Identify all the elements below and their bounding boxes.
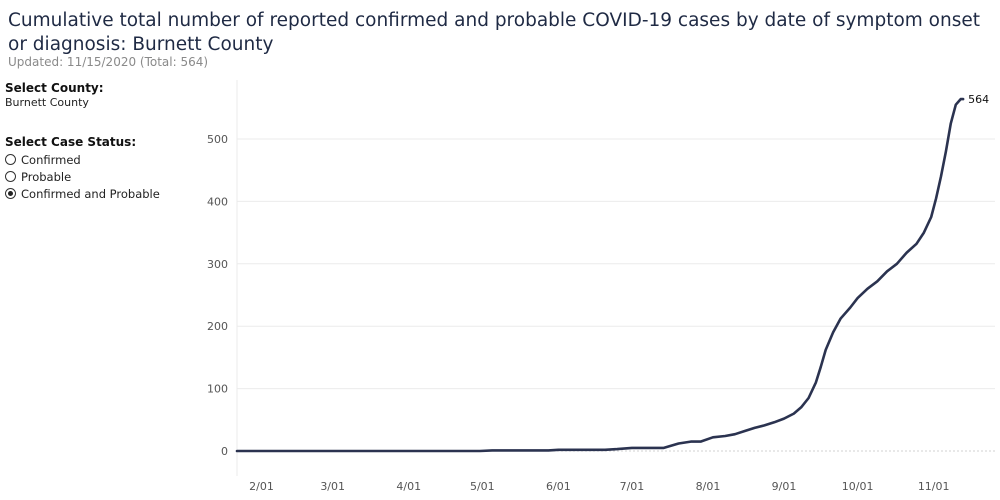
case-status-label: Select Case Status: bbox=[5, 135, 137, 149]
x-tick-label: 9/01 bbox=[772, 480, 797, 493]
case-status-option-confirmed[interactable]: Confirmed bbox=[5, 151, 160, 168]
case-status-option-confirmed-and-probable[interactable]: Confirmed and Probable bbox=[5, 185, 160, 202]
y-tick-label: 300 bbox=[207, 258, 228, 271]
x-tick-label: 6/01 bbox=[546, 480, 571, 493]
x-tick-label: 2/01 bbox=[249, 480, 274, 493]
x-tick-label: 8/01 bbox=[696, 480, 721, 493]
case-status-option-label: Confirmed bbox=[21, 152, 81, 167]
y-tick-label: 0 bbox=[221, 445, 228, 458]
case-status-option-probable[interactable]: Probable bbox=[5, 168, 160, 185]
x-tick-label: 7/01 bbox=[620, 480, 645, 493]
case-status-filter: Select Case Status: Confirmed Probable Con… bbox=[5, 135, 160, 202]
county-filter-label: Select County: bbox=[5, 81, 104, 95]
y-tick-label: 200 bbox=[207, 320, 228, 333]
radio-unchecked-icon[interactable] bbox=[5, 154, 16, 165]
radio-checked-icon[interactable] bbox=[5, 188, 16, 199]
county-filter-value[interactable]: Burnett County bbox=[5, 96, 89, 109]
x-tick-label: 10/01 bbox=[842, 480, 874, 493]
y-tick-label: 500 bbox=[207, 133, 228, 146]
y-tick-label: 400 bbox=[207, 195, 228, 208]
updated-subtitle: Updated: 11/15/2020 (Total: 564) bbox=[8, 55, 209, 69]
cumulative-cases-line bbox=[235, 97, 965, 453]
radio-unchecked-icon[interactable] bbox=[5, 171, 16, 182]
chart-title: Cumulative total number of reported conf… bbox=[8, 10, 980, 55]
case-status-options: Confirmed Probable Confirmed and Probable bbox=[5, 151, 160, 202]
x-tick-label: 3/01 bbox=[320, 480, 345, 493]
case-status-option-label: Probable bbox=[21, 169, 72, 184]
y-tick-label: 100 bbox=[207, 383, 228, 396]
x-tick-label: 5/01 bbox=[470, 480, 495, 493]
end-value-label: 564 bbox=[968, 93, 989, 106]
case-status-option-label: Confirmed and Probable bbox=[21, 186, 160, 201]
county-filter[interactable]: Select County: Burnett County bbox=[5, 81, 104, 109]
x-tick-label: 11/01 bbox=[918, 480, 950, 493]
x-tick-label: 4/01 bbox=[396, 480, 421, 493]
